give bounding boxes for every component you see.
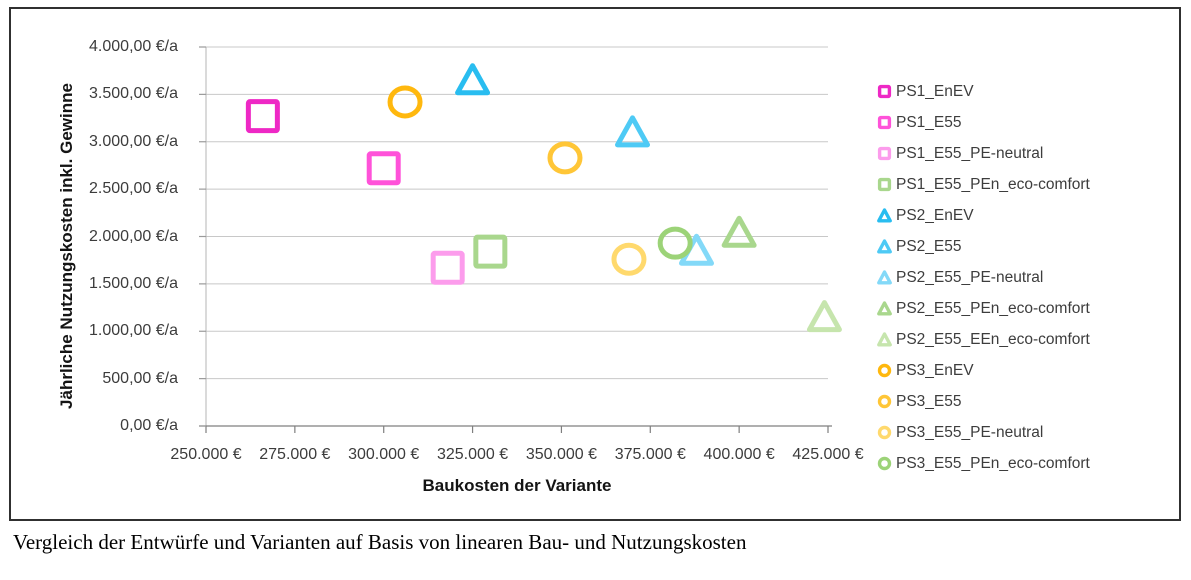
legend-label: PS2_EnEV — [896, 206, 974, 224]
x-tick-label: 300.000 € — [348, 446, 420, 463]
y-tick-label: 1.000,00 €/a — [89, 322, 178, 340]
legend-label: PS2_E55_EEn_eco-comfort — [896, 330, 1090, 348]
marker-PS1_E55_PE-neutral — [430, 250, 465, 285]
circle-legend-icon — [877, 363, 892, 378]
legend-item-PS1_E55_PEn_eco-comfort: PS1_E55_PEn_eco-comfort — [877, 170, 1090, 200]
x-tick-label: 275.000 € — [259, 446, 331, 463]
marker-PS2_E55 — [615, 115, 651, 148]
triangle-legend-icon — [877, 239, 892, 254]
square-legend-icon — [877, 177, 892, 192]
legend-label: PS2_E55_PE-neutral — [896, 268, 1044, 286]
x-tick-label: 350.000 € — [525, 446, 598, 463]
triangle-legend-icon — [877, 301, 892, 316]
legend-label: PS3_E55 — [896, 392, 962, 410]
chart-figure: Jährliche Nutzungskosten inkl. Gewinne B… — [9, 7, 1181, 521]
marker-PS3_E55 — [547, 141, 583, 175]
y-tick-label: 2.500,00 €/a — [89, 180, 178, 198]
circle-legend-icon — [877, 425, 892, 440]
x-tick-label: 250.000 € — [170, 446, 242, 463]
y-tick-label: 2.000,00 €/a — [89, 227, 178, 245]
marker-PS3_E55_PEn_eco-comfort — [657, 226, 693, 260]
legend-label: PS3_E55_PEn_eco-comfort — [896, 454, 1090, 472]
legend-item-PS2_E55_EEn_eco-comfort: PS2_E55_EEn_eco-comfort — [877, 325, 1090, 355]
legend-label: PS2_E55_PEn_eco-comfort — [896, 299, 1090, 317]
y-tick-label: 1.500,00 €/a — [89, 274, 178, 292]
legend-item-PS3_E55_PEn_eco-comfort: PS3_E55_PEn_eco-comfort — [877, 449, 1090, 479]
circle-legend-icon — [877, 456, 892, 471]
x-tick-label: 375.000 € — [614, 446, 686, 463]
square-legend-icon — [877, 115, 892, 130]
square-legend-icon — [877, 146, 892, 161]
x-tick-label: 325.000 € — [436, 446, 509, 463]
legend-label: PS1_E55 — [896, 113, 962, 131]
legend-label: PS3_E55_PE-neutral — [896, 423, 1044, 441]
marker-PS1_E55 — [366, 151, 401, 186]
legend-item-PS2_E55_PEn_eco-comfort: PS2_E55_PEn_eco-comfort — [877, 294, 1090, 324]
legend-item-PS2_E55_PE-neutral: PS2_E55_PE-neutral — [877, 263, 1043, 293]
legend-label: PS1_E55_PE-neutral — [896, 144, 1044, 162]
triangle-legend-icon — [877, 208, 892, 223]
x-axis-title: Baukosten der Variante — [422, 476, 612, 495]
legend-item-PS3_E55_PE-neutral: PS3_E55_PE-neutral — [877, 418, 1043, 448]
scatter-plot-canvas — [199, 46, 842, 433]
triangle-legend-icon — [877, 332, 892, 347]
legend-item-PS1_EnEV: PS1_EnEV — [877, 77, 974, 107]
figure-caption: Vergleich der Entwürfe und Varianten auf… — [13, 530, 747, 554]
y-tick-label: 0,00 €/a — [120, 417, 178, 434]
legend-label: PS3_EnEV — [896, 361, 974, 379]
circle-legend-icon — [877, 394, 892, 409]
legend-item-PS3_E55: PS3_E55 — [877, 387, 962, 417]
triangle-legend-icon — [877, 270, 892, 285]
marker-PS3_EnEV — [387, 85, 423, 119]
x-tick-label: 425.000 € — [792, 446, 864, 463]
legend-label: PS1_E55_PEn_eco-comfort — [896, 175, 1090, 193]
marker-PS1_EnEV — [245, 99, 280, 134]
legend-item-PS3_EnEV: PS3_EnEV — [877, 356, 974, 386]
marker-PS1_E55_PEn_eco-comfort — [473, 234, 508, 269]
marker-PS2_EnEV — [455, 63, 491, 96]
marker-PS3_E55_PE-neutral — [611, 242, 647, 276]
square-legend-icon — [877, 84, 892, 99]
marker-PS2_E55_EEn_eco-comfort — [806, 300, 842, 333]
legend-item-PS1_E55: PS1_E55 — [877, 108, 962, 138]
y-tick-label: 3.000,00 €/a — [89, 132, 178, 150]
y-tick-label: 500,00 €/a — [102, 369, 178, 387]
x-tick-label: 400.000 € — [703, 446, 775, 463]
legend-label: PS2_E55 — [896, 237, 962, 255]
legend-item-PS2_E55: PS2_E55 — [877, 232, 962, 262]
legend-item-PS2_EnEV: PS2_EnEV — [877, 201, 974, 231]
y-tick-label: 4.000,00 €/a — [89, 38, 178, 55]
y-tick-label: 3.500,00 €/a — [89, 85, 178, 103]
legend-label: PS1_EnEV — [896, 82, 974, 100]
marker-PS2_E55_PEn_eco-comfort — [721, 215, 757, 248]
legend-item-PS1_E55_PE-neutral: PS1_E55_PE-neutral — [877, 139, 1043, 169]
